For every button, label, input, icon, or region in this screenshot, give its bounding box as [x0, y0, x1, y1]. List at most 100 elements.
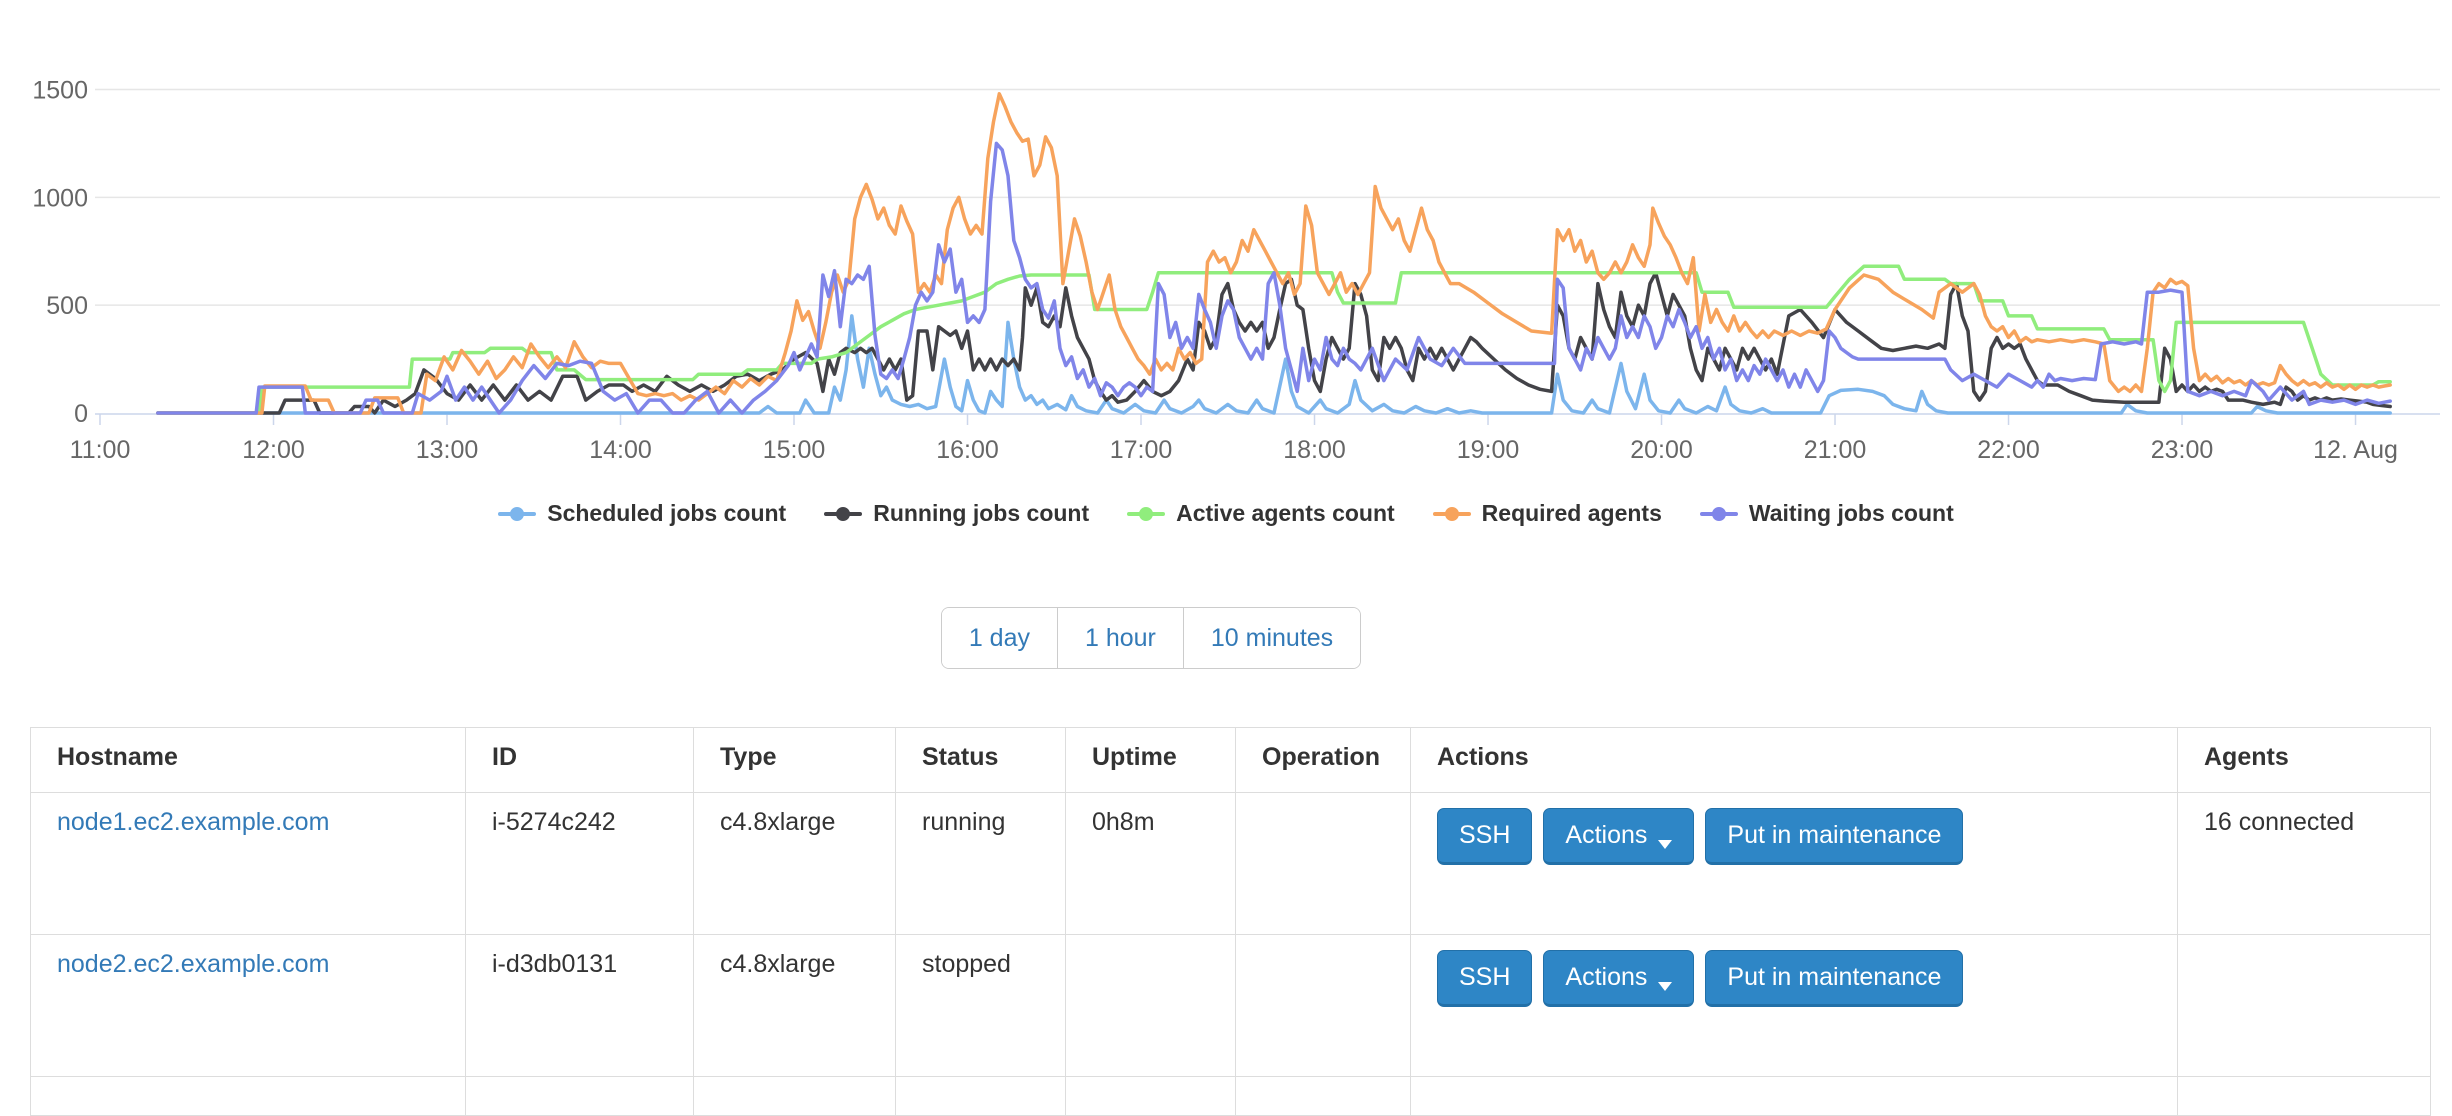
series-line-active-agents-count [156, 264, 2392, 415]
cell-empty [693, 1076, 896, 1116]
legend-label: Required agents [1481, 500, 1662, 526]
cell-id: i-5274c242 [465, 792, 694, 935]
column-header-id: ID [465, 727, 694, 793]
cell-empty [1065, 1076, 1236, 1116]
x-axis-label: 18:00 [1283, 436, 1346, 464]
cell-hostname: node1.ec2.example.com [30, 792, 466, 935]
column-header-status: Status [895, 727, 1066, 793]
cell-operation [1235, 792, 1411, 935]
actions-dropdown-button[interactable]: Actions [1543, 808, 1695, 866]
caret-down-icon [1658, 982, 1673, 991]
ssh-button[interactable]: SSH [1437, 808, 1533, 866]
cell-id: i-d3db0131 [465, 934, 694, 1077]
x-axis-label: 12. Aug [2313, 436, 2398, 464]
x-axis-label: 22:00 [1977, 436, 2040, 464]
y-axis-label: 500 [46, 292, 88, 320]
x-axis-label: 12:00 [242, 436, 305, 464]
chart-legend: Scheduled jobs count Running jobs count Ac… [0, 500, 2452, 527]
cell-empty [30, 1076, 466, 1116]
legend-marker-dot [510, 506, 525, 521]
put-in-maintenance-button[interactable]: Put in maintenance [1705, 808, 1964, 866]
column-header-actions: Actions [1410, 727, 2178, 793]
time-range-button-group: 1 day 1 hour 10 minutes [940, 607, 1362, 669]
button-label: Put in maintenance [1727, 821, 1942, 849]
legend-item-active-agents-count[interactable]: Active agents count [1127, 500, 1395, 527]
y-axis-label: 1000 [32, 184, 88, 212]
button-label: SSH [1459, 821, 1511, 849]
jobs-chart: 0 500 1000 1500 11:00 12:00 13:00 14:00 15:00 16:… [32, 76, 2440, 464]
cell-operation [1235, 934, 1411, 1077]
legend-marker-dot [1444, 506, 1459, 521]
cell-agents: 16 connected [2177, 792, 2431, 935]
cell-empty [465, 1076, 694, 1116]
x-axis-label: 19:00 [1457, 436, 1520, 464]
table-row: node1.ec2.example.com i-5274c242 c4.8xlarg… [30, 792, 2431, 935]
series-line-waiting-jobs-count [156, 141, 2392, 415]
range-button-1-hour[interactable]: 1 hour [1056, 608, 1183, 668]
x-axis-label: 15:00 [763, 436, 826, 464]
ssh-button[interactable]: SSH [1437, 950, 1533, 1008]
x-axis-label: 21:00 [1804, 436, 1867, 464]
y-axis-label: 0 [74, 400, 88, 428]
cell-status: stopped [895, 934, 1066, 1077]
cell-empty [1410, 1076, 2178, 1116]
actions-dropdown-button[interactable]: Actions [1543, 950, 1695, 1008]
hostname-link[interactable]: node2.ec2.example.com [57, 950, 330, 978]
x-axis-label: 14:00 [589, 436, 652, 464]
cell-hostname: node2.ec2.example.com [30, 934, 466, 1077]
range-button-1-day[interactable]: 1 day [941, 608, 1057, 668]
legend-label: Scheduled jobs count [547, 500, 787, 526]
legend-item-scheduled-jobs-count[interactable]: Scheduled jobs count [498, 500, 786, 527]
legend-item-waiting-jobs-count[interactable]: Waiting jobs count [1699, 500, 1954, 527]
cell-uptime: 0h8m [1065, 792, 1236, 935]
x-axis-label: 16:00 [936, 436, 999, 464]
legend-label: Running jobs count [873, 500, 1090, 526]
column-header-type: Type [693, 727, 896, 793]
nodes-table-container: Hostname ID Type Status Uptime Operation Actio… [30, 727, 2431, 1116]
column-header-agents: Agents [2177, 727, 2431, 793]
caret-down-icon [1658, 840, 1673, 849]
cell-actions: SSH Actions Put in maintenance [1410, 792, 2178, 935]
table-row-cutoff [30, 1076, 2431, 1116]
time-range-selector: 1 day 1 hour 10 minutes [0, 607, 2452, 669]
table-header-row: Hostname ID Type Status Uptime Operation Actio… [30, 727, 2431, 793]
button-label: Actions [1565, 963, 1648, 991]
legend-item-running-jobs-count[interactable]: Running jobs count [824, 500, 1089, 527]
column-header-hostname: Hostname [30, 727, 466, 793]
x-axis-label: 13:00 [416, 436, 479, 464]
cell-status: running [895, 792, 1066, 935]
button-label: Put in maintenance [1727, 963, 1942, 991]
button-label: Actions [1565, 821, 1648, 849]
x-axis-label: 20:00 [1630, 436, 1693, 464]
cell-actions: SSH Actions Put in maintenance [1410, 934, 2178, 1077]
put-in-maintenance-button[interactable]: Put in maintenance [1705, 950, 1964, 1008]
table-row: node2.ec2.example.com i-d3db0131 c4.8xlarg… [30, 934, 2431, 1077]
legend-marker-dot [836, 506, 851, 521]
x-axis-label: 11:00 [70, 436, 131, 464]
button-label: SSH [1459, 963, 1511, 991]
legend-item-required-agents[interactable]: Required agents [1432, 500, 1662, 527]
hostname-link[interactable]: node1.ec2.example.com [57, 808, 330, 836]
legend-marker-dot [1711, 506, 1726, 521]
series-line-running-jobs-count [156, 271, 2392, 415]
cell-agents [2177, 934, 2431, 1077]
nodes-table: Hostname ID Type Status Uptime Operation Actio… [30, 727, 2431, 1116]
legend-marker-dot [1139, 506, 1154, 521]
x-axis-label: 23:00 [2151, 436, 2214, 464]
cell-empty [2177, 1076, 2431, 1116]
cell-type: c4.8xlarge [693, 792, 896, 935]
y-axis-label: 1500 [32, 76, 88, 104]
legend-marker-required-agents [1432, 506, 1471, 521]
series-line-required-agents [156, 92, 2392, 415]
x-axis-label: 17:00 [1110, 436, 1173, 464]
cell-empty [1235, 1076, 1411, 1116]
column-header-uptime: Uptime [1065, 727, 1236, 793]
legend-marker-running-jobs-count [824, 506, 863, 521]
legend-marker-scheduled-jobs-count [498, 506, 537, 521]
legend-marker-active-agents-count [1127, 506, 1166, 521]
legend-marker-waiting-jobs-count [1699, 506, 1738, 521]
cell-empty [895, 1076, 1066, 1116]
cell-uptime [1065, 934, 1236, 1077]
cell-type: c4.8xlarge [693, 934, 896, 1077]
range-button-10-minutes[interactable]: 10 minutes [1182, 608, 1361, 668]
